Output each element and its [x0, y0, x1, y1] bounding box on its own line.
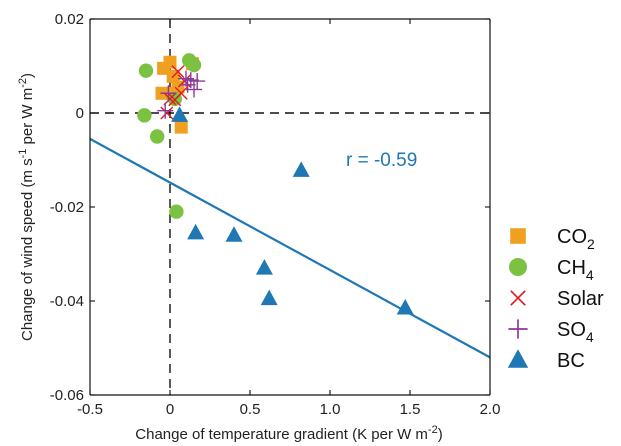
point-solar-1-stroke-b — [163, 92, 177, 106]
point-ch4-2 — [150, 129, 165, 144]
x-axis-label-text: Change of temperature gradient (K per W … — [135, 426, 428, 443]
point-so4-5 — [160, 85, 177, 102]
x-tick-label: 1.5 — [400, 401, 421, 418]
point-bc-0 — [171, 106, 189, 122]
series-solar — [160, 65, 191, 120]
legend-label-so4: SO4 — [557, 319, 594, 345]
point-so4-4 — [186, 81, 202, 98]
x-tick-label: 2.0 — [480, 401, 501, 418]
correlation-annotation: r = -0.59 — [346, 150, 417, 171]
y-tick-label: -0.04 — [50, 293, 84, 310]
point-solar-3-stroke-b — [174, 86, 188, 100]
y-axis-label-end: ) — [19, 73, 36, 78]
y-tick-label: 0.02 — [55, 11, 84, 28]
y-tick-label: -0.06 — [50, 387, 84, 404]
annotation-group: r = -0.59 — [346, 150, 417, 171]
x-axis-label: Change of temperature gradient (K per W … — [135, 424, 442, 443]
point-co2-1 — [163, 55, 177, 69]
y-axis-label-sup1: -1 — [17, 149, 29, 159]
series-bc — [171, 106, 414, 315]
point-solar-0 — [171, 65, 185, 79]
y-tick-label: -0.02 — [50, 199, 84, 216]
point-solar-0-stroke-b — [171, 65, 185, 79]
x-axis-label-sup: -2 — [428, 424, 438, 436]
legend-item-solar: Solar — [510, 288, 604, 310]
legend-label-text: SO — [557, 319, 586, 341]
legend-item-ch4: CH4 — [509, 257, 594, 283]
point-ch4-4 — [186, 57, 202, 73]
x-tick-label: 1.0 — [320, 401, 341, 418]
legend-label-text: BC — [557, 350, 585, 372]
point-bc-6 — [396, 299, 414, 315]
legend-item-so4: SO4 — [508, 319, 594, 345]
axes: -0.5 0 0.5 1.0 1.5 2.0 0.02 0 -0.02 -0.04 -0.06 — [50, 11, 501, 418]
point-ch4-0 — [138, 63, 154, 78]
point-solar-1 — [163, 92, 177, 106]
point-bc-4 — [255, 259, 273, 275]
legend-label-text: CH — [557, 257, 586, 279]
legend-marker-so4 — [508, 319, 528, 339]
plot-area — [89, 19, 491, 395]
legend-marker-solar — [510, 290, 526, 306]
point-solar-5 — [160, 106, 174, 120]
point-co2-6 — [174, 120, 188, 134]
point-bc-3 — [225, 226, 243, 242]
legend-label-subscript: 2 — [587, 236, 595, 252]
y-tick-label: 0 — [76, 105, 84, 122]
legend-label-co2: CO2 — [557, 226, 595, 252]
legend-label-subscript: 4 — [586, 267, 594, 283]
point-so4-2 — [189, 73, 206, 90]
legend-label-subscript: 4 — [586, 329, 594, 345]
point-solar-5-stroke-b — [160, 106, 174, 120]
point-bc-5 — [260, 289, 278, 306]
x-axis-label-end: ) — [438, 426, 443, 443]
series-so4 — [157, 70, 206, 119]
y-axis-label: Change of wind speed (m s-1 per W m-2) — [17, 73, 36, 341]
legend-label-ch4: CH4 — [557, 257, 594, 283]
y-axis-label-sup2: -2 — [17, 78, 29, 88]
legend-marker-co2 — [510, 228, 526, 244]
point-so4-6 — [157, 102, 174, 119]
legend-marker-solar-stroke-b — [510, 290, 526, 306]
legend-item-co2: CO2 — [510, 226, 595, 252]
x-tick-label: 0 — [166, 401, 174, 418]
legend-item-bc: BC — [507, 349, 585, 372]
legend-label-solar: Solar — [557, 288, 604, 310]
y-axis-label-text: Change of wind speed (m s — [19, 158, 36, 341]
point-ch4-1 — [137, 108, 152, 123]
point-bc-2 — [187, 223, 205, 240]
point-so4-1 — [182, 72, 199, 89]
point-bc-1 — [292, 161, 310, 177]
y-axis-label-mid: per W m — [19, 88, 36, 149]
regression-line — [89, 137, 491, 359]
legend-label-text: Solar — [557, 288, 604, 310]
legend-label-text: CO — [557, 226, 587, 248]
legend-marker-bc — [507, 349, 529, 368]
legend-label-bc: BC — [557, 350, 585, 372]
point-solar-3 — [174, 86, 188, 100]
point-ch4-6 — [169, 204, 184, 219]
x-tick-label: 0.5 — [240, 401, 261, 418]
x-tick-label: -0.5 — [77, 401, 103, 418]
legend-marker-ch4 — [509, 258, 527, 276]
